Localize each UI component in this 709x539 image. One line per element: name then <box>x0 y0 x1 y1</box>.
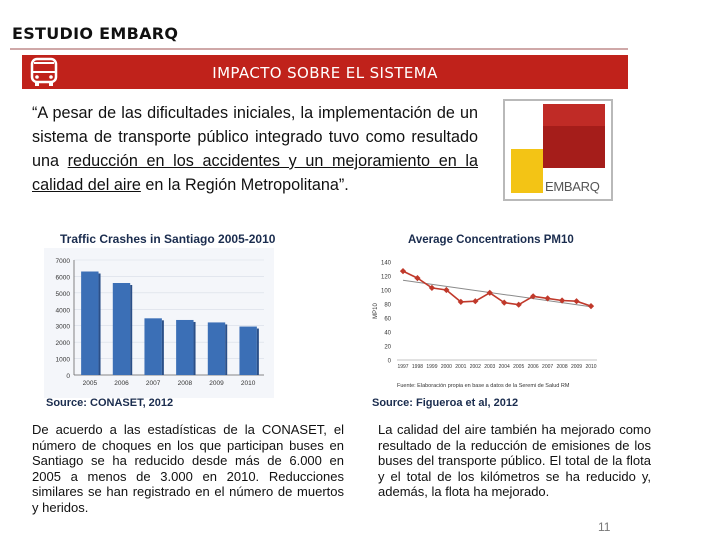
cover-dark-red-block <box>543 126 605 168</box>
line-x-tick-label: 2009 <box>571 364 582 370</box>
page-header-title: ESTUDIO EMBARQ <box>12 24 179 43</box>
line-x-tick-label: 1999 <box>426 364 437 370</box>
line-y-axis-label: MP10 <box>373 303 379 319</box>
bar-y-tick-label: 6000 <box>56 274 71 281</box>
bar-x-tick-label: 2005 <box>83 380 98 387</box>
crashes-chart-source: Source: CONASET, 2012 <box>46 397 174 409</box>
quote-part-1: “A pesar de las dificultades iniciales, … <box>32 104 478 170</box>
line-y-tick-label: 60 <box>384 317 391 323</box>
header-divider <box>10 48 628 50</box>
line-y-tick-label: 0 <box>388 359 392 365</box>
crashes-paragraph: De acuerdo a las estadísticas de la CONA… <box>32 422 344 515</box>
crash-bar <box>207 322 226 375</box>
crash-bar-shadow <box>193 321 196 375</box>
bar-x-tick-label: 2009 <box>209 380 224 387</box>
pm10-point <box>399 267 407 275</box>
crash-bar-shadow <box>256 328 259 375</box>
cover-yellow-block <box>511 149 543 193</box>
report-cover-thumbnail: EMBARQ <box>503 99 613 201</box>
bar-x-tick-label: 2010 <box>241 380 256 387</box>
crash-bar-shadow <box>98 273 101 375</box>
bar-y-tick-label: 3000 <box>56 324 71 331</box>
quote-block: “A pesar de las dificultades iniciales, … <box>32 101 478 197</box>
line-y-tick-label: 120 <box>381 275 392 281</box>
line-y-tick-label: 140 <box>381 261 392 267</box>
pm10-point <box>587 302 595 310</box>
line-x-tick-label: 1997 <box>397 364 408 370</box>
line-x-tick-label: 2000 <box>441 364 452 370</box>
embarq-logo: EMBARQ <box>545 179 600 194</box>
page-number: 11 <box>598 520 611 534</box>
pm10-trend-line <box>402 279 592 308</box>
line-x-tick-label: 2005 <box>513 364 524 370</box>
crash-bar <box>112 283 131 375</box>
bar-y-tick-label: 1000 <box>56 357 71 364</box>
line-x-tick-label: 2002 <box>470 364 481 370</box>
quote-highlight: reducción en los accidentes y un mejoram… <box>32 152 478 194</box>
crash-bar <box>144 318 162 375</box>
line-x-tick-label: 2006 <box>528 364 539 370</box>
pm10-chart-source: Source: Figueroa et al, 2012 <box>372 397 519 409</box>
cover-red-block <box>543 104 605 126</box>
line-x-tick-label: 2007 <box>542 364 553 370</box>
pm10-chart-title: Average Concentrations PM10 <box>408 234 574 246</box>
line-x-tick-label: 2001 <box>455 364 466 370</box>
bar-y-tick-label: 7000 <box>56 258 71 265</box>
pm10-point <box>573 298 580 305</box>
line-x-tick-label: 2003 <box>484 364 495 370</box>
bar-y-tick-label: 2000 <box>56 340 71 347</box>
bar-x-tick-label: 2006 <box>114 380 129 387</box>
pm10-chart-note: Fuente: Elaboración propia en base a dat… <box>397 383 570 389</box>
line-x-tick-label: 2004 <box>499 364 510 370</box>
line-x-tick-label: 2008 <box>557 364 568 370</box>
bar-x-tick-label: 2007 <box>146 380 161 387</box>
crash-bar <box>239 326 257 375</box>
quote-part-2: en la Región Metropolitana”. <box>140 176 349 194</box>
section-title: IMPACTO SOBRE EL SISTEMA <box>212 64 438 82</box>
crash-bar <box>81 271 99 375</box>
crashes-chart-title: Traffic Crashes in Santiago 2005-2010 <box>60 232 276 246</box>
bar-x-tick-label: 2008 <box>178 380 193 387</box>
crash-bar <box>176 319 194 375</box>
bar-y-tick-label: 4000 <box>56 307 71 314</box>
crash-bar-shadow <box>130 285 133 375</box>
pm10-point <box>443 286 450 294</box>
crash-bar-shadow <box>225 324 228 375</box>
bus-icon <box>30 57 58 86</box>
line-y-tick-label: 100 <box>381 289 392 295</box>
bar-y-tick-label: 0 <box>66 373 70 380</box>
line-y-tick-label: 40 <box>384 331 391 337</box>
line-y-tick-label: 80 <box>384 303 391 309</box>
line-y-tick-label: 20 <box>384 345 391 351</box>
section-banner: IMPACTO SOBRE EL SISTEMA <box>22 55 628 89</box>
air-quality-paragraph: La calidad del aire también ha mejorado … <box>378 422 651 499</box>
traffic-crashes-chart: 0 1000 2000 3000 4000 5000 6000 7000 2005 2006 200… <box>44 248 274 398</box>
line-x-tick-label: 1998 <box>412 364 423 370</box>
line-x-tick-label: 2010 <box>585 364 596 370</box>
bar-y-tick-label: 5000 <box>56 291 71 298</box>
crash-bar-shadow <box>161 320 164 375</box>
